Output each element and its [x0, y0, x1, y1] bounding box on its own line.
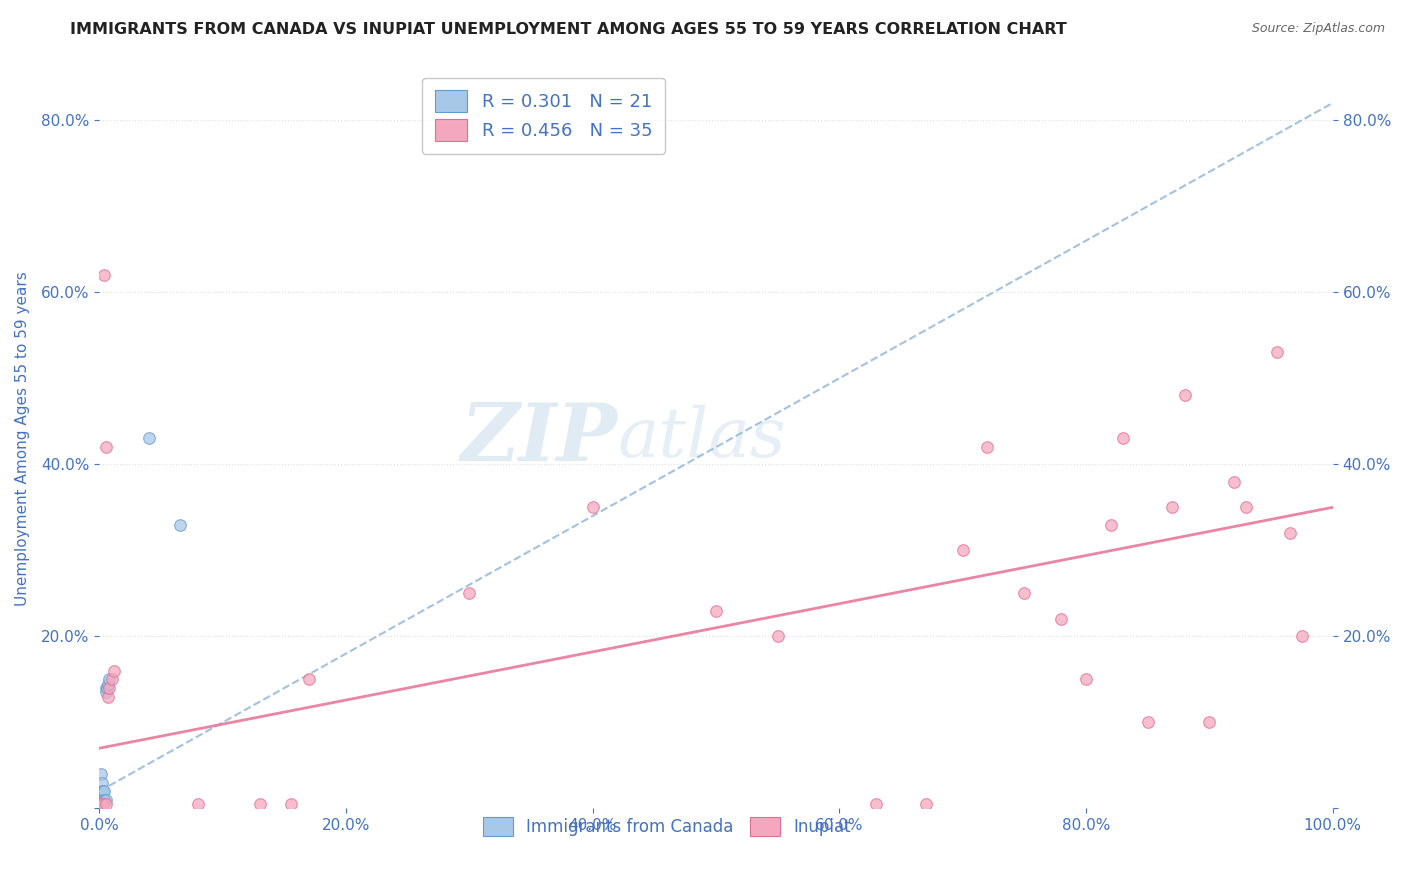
Point — [94, 793, 117, 807]
Point — [94, 685, 117, 699]
Point — [91, 784, 114, 798]
Legend: Immigrants from Canada, Inupiat: Immigrants from Canada, Inupiat — [474, 808, 859, 845]
Point — [169, 517, 191, 532]
Point — [952, 543, 974, 558]
Point — [98, 681, 121, 695]
Text: IMMIGRANTS FROM CANADA VS INUPIAT UNEMPLOYMENT AMONG AGES 55 TO 59 YEARS CORRELA: IMMIGRANTS FROM CANADA VS INUPIAT UNEMPL… — [70, 22, 1067, 37]
Point — [1112, 432, 1135, 446]
Point — [93, 784, 115, 798]
Point — [96, 681, 118, 695]
Point — [582, 500, 605, 515]
Point — [1136, 715, 1159, 730]
Point — [704, 603, 727, 617]
Point — [298, 673, 321, 687]
Point — [93, 793, 115, 807]
Text: ZIP: ZIP — [461, 400, 617, 477]
Point — [90, 793, 112, 807]
Point — [187, 797, 209, 812]
Point — [914, 797, 936, 812]
Point — [94, 797, 117, 812]
Point — [1236, 500, 1258, 515]
Point — [98, 673, 121, 687]
Point — [90, 775, 112, 789]
Point — [97, 676, 120, 690]
Point — [93, 793, 115, 807]
Point — [1014, 586, 1036, 600]
Point — [90, 784, 112, 798]
Point — [94, 440, 117, 454]
Point — [91, 793, 114, 807]
Point — [1161, 500, 1184, 515]
Point — [1278, 526, 1301, 541]
Point — [103, 664, 125, 678]
Point — [93, 268, 115, 282]
Point — [1198, 715, 1220, 730]
Point — [1265, 345, 1288, 359]
Point — [1050, 612, 1073, 626]
Point — [90, 784, 112, 798]
Point — [458, 586, 481, 600]
Point — [766, 629, 789, 643]
Point — [1174, 388, 1197, 402]
Point — [1099, 517, 1122, 532]
Point — [1074, 673, 1097, 687]
Point — [97, 690, 120, 704]
Text: atlas: atlas — [617, 405, 786, 472]
Point — [976, 440, 998, 454]
Point — [1223, 475, 1246, 489]
Point — [138, 432, 160, 446]
Point — [280, 797, 302, 812]
Point — [100, 673, 122, 687]
Point — [91, 797, 114, 812]
Point — [90, 767, 112, 781]
Point — [90, 793, 112, 807]
Point — [94, 681, 117, 695]
Point — [249, 797, 271, 812]
Point — [90, 793, 112, 807]
Text: Source: ZipAtlas.com: Source: ZipAtlas.com — [1251, 22, 1385, 36]
Point — [1291, 629, 1313, 643]
Point — [91, 793, 114, 807]
Point — [90, 797, 112, 812]
Y-axis label: Unemployment Among Ages 55 to 59 years: Unemployment Among Ages 55 to 59 years — [15, 271, 30, 606]
Point — [865, 797, 887, 812]
